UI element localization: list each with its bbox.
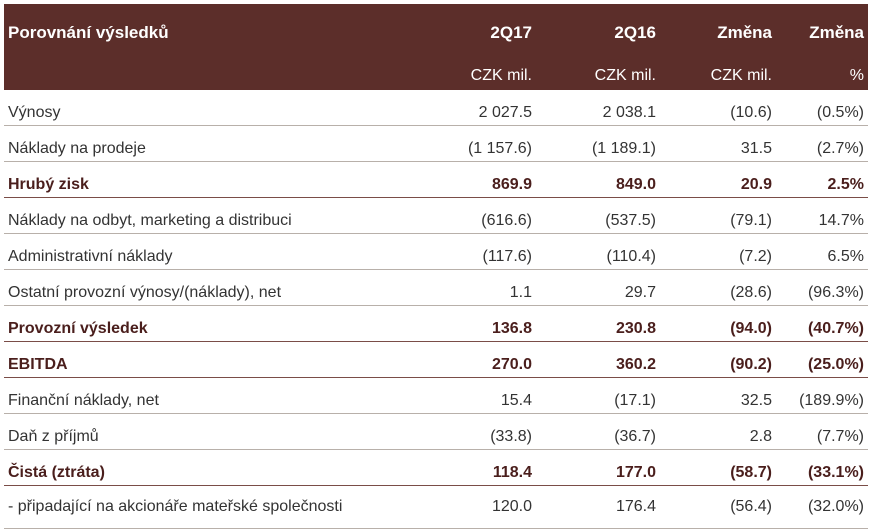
cell-2q17: 120.0 (491, 498, 532, 515)
cell-change-abs: (10.6) (730, 104, 772, 121)
cell-change-pct: (40.7%) (807, 320, 864, 337)
row-label: - připadající na akcionáře mateřské spol… (8, 498, 343, 515)
col-header-change-pct: Změna (776, 4, 868, 62)
cell-2q16: (1 189.1) (591, 140, 656, 157)
unit-2q17: CZK mil. (436, 62, 536, 90)
table-header: Porovnání výsledků 2Q17 2Q16 Změna Změna… (4, 4, 868, 90)
cell-change-abs: (28.6) (730, 284, 772, 301)
header-row-units: CZK mil. CZK mil. CZK mil. % (4, 62, 868, 90)
cell-2q16: 177.0 (615, 464, 656, 481)
table-row-total: EBITDA 270.0 360.2 (90.2) (25.0%) (4, 341, 868, 378)
cell-2q17: 136.8 (491, 320, 532, 337)
cell-2q17: 118.4 (492, 464, 532, 481)
header-row-titles: Porovnání výsledků 2Q17 2Q16 Změna Změna (4, 4, 868, 62)
cell-change-pct: (7.7%) (816, 428, 864, 445)
cell-2q16: 360.2 (615, 356, 656, 373)
cell-change-abs: (94.0) (730, 320, 772, 337)
row-label: Čistá (ztráta) (8, 464, 105, 481)
table-row: Finanční náklady, net 15.4 (17.1) 32.5 (… (4, 378, 868, 414)
table-row: Daň z příjmů (33.8) (36.7) 2.8 (7.7%) (4, 414, 868, 450)
cell-change-abs: (56.4) (730, 498, 772, 515)
cell-2q16: 849.0 (615, 176, 656, 193)
cell-change-pct: 14.7% (818, 212, 864, 229)
unit-spacer (4, 62, 436, 90)
table-row: Ostatní provozní výnosy/(náklady), net 1… (4, 270, 868, 306)
cell-2q16: (537.5) (605, 212, 656, 229)
cell-2q16: (36.7) (614, 428, 656, 445)
cell-change-abs: (7.2) (739, 248, 772, 265)
cell-2q17: 869.9 (491, 176, 532, 193)
results-comparison-table: Porovnání výsledků 2Q17 2Q16 Změna Změna… (4, 4, 868, 529)
cell-2q16: (110.4) (606, 248, 656, 265)
cell-2q17: 270.0 (491, 356, 532, 373)
table-row-total: Provozní výsledek 136.8 230.8 (94.0) (40… (4, 305, 868, 342)
cell-2q16: 176.4 (615, 498, 656, 515)
cell-2q16: 230.8 (615, 320, 656, 337)
table-row: - připadající na akcionáře mateřské spol… (4, 486, 868, 529)
col-header-change-abs: Změna (660, 4, 776, 62)
cell-2q17: 15.4 (500, 392, 532, 409)
cell-2q16: 2 038.1 (602, 104, 656, 121)
cell-change-pct: (32.0%) (807, 498, 864, 515)
unit-2q16: CZK mil. (536, 62, 660, 90)
cell-change-pct: 2.5% (827, 176, 864, 193)
cell-2q17: (1 157.6) (467, 140, 532, 157)
cell-change-pct: (0.5%) (816, 104, 864, 121)
cell-change-abs: 2.8 (749, 428, 772, 445)
cell-2q17: (616.6) (481, 212, 532, 229)
row-label: Daň z příjmů (8, 428, 99, 445)
table-row-total: Hrubý zisk 869.9 849.0 20.9 2.5% (4, 161, 868, 198)
row-label: Náklady na prodeje (8, 140, 146, 157)
cell-2q17: 2 027.5 (478, 104, 532, 121)
cell-change-abs: 20.9 (740, 176, 772, 193)
results-table: Porovnání výsledků 2Q17 2Q16 Změna Změna… (4, 4, 868, 529)
cell-2q16: (17.1) (614, 392, 656, 409)
table-row: Náklady na prodeje (1 157.6) (1 189.1) 3… (4, 126, 868, 162)
cell-change-abs: (90.2) (730, 356, 772, 373)
cell-change-pct: (2.7%) (816, 140, 864, 157)
cell-change-pct: (96.3%) (807, 284, 864, 301)
unit-change-pct: % (776, 62, 868, 90)
table-title: Porovnání výsledků (4, 4, 436, 62)
row-label: Finanční náklady, net (8, 392, 159, 409)
table-body: Výnosy 2 027.5 2 038.1 (10.6) (0.5%) Nák… (4, 90, 868, 529)
table-row: Náklady na odbyt, marketing a distribuci… (4, 198, 868, 234)
col-header-2q17: 2Q17 (436, 4, 536, 62)
cell-2q17: (117.6) (482, 248, 532, 265)
col-header-2q16: 2Q16 (536, 4, 660, 62)
row-label: Náklady na odbyt, marketing a distribuci (8, 212, 292, 229)
table-row: Výnosy 2 027.5 2 038.1 (10.6) (0.5%) (4, 90, 868, 126)
table-row-total: Čistá (ztráta) 118.4 177.0 (58.7) (33.1%… (4, 449, 868, 486)
cell-change-abs: (58.7) (730, 464, 772, 481)
cell-2q17: (33.8) (490, 428, 532, 445)
cell-change-abs: 31.5 (740, 140, 772, 157)
cell-2q17: 1.1 (509, 284, 532, 301)
cell-change-abs: 32.5 (740, 392, 772, 409)
cell-2q16: 29.7 (624, 284, 656, 301)
cell-change-abs: (79.1) (730, 212, 772, 229)
row-label: Administrativní náklady (8, 248, 173, 265)
cell-change-pct: (33.1%) (807, 464, 864, 481)
row-label: Ostatní provozní výnosy/(náklady), net (8, 284, 282, 301)
row-label: Provozní výsledek (8, 320, 148, 337)
row-label: Hrubý zisk (8, 176, 89, 193)
cell-change-pct: 6.5% (827, 248, 864, 265)
row-label: EBITDA (8, 356, 68, 373)
cell-change-pct: (25.0%) (807, 356, 864, 373)
row-label: Výnosy (8, 104, 61, 121)
unit-change-abs: CZK mil. (660, 62, 776, 90)
table-row: Administrativní náklady (117.6) (110.4) … (4, 234, 868, 270)
cell-change-pct: (189.9%) (799, 392, 864, 409)
